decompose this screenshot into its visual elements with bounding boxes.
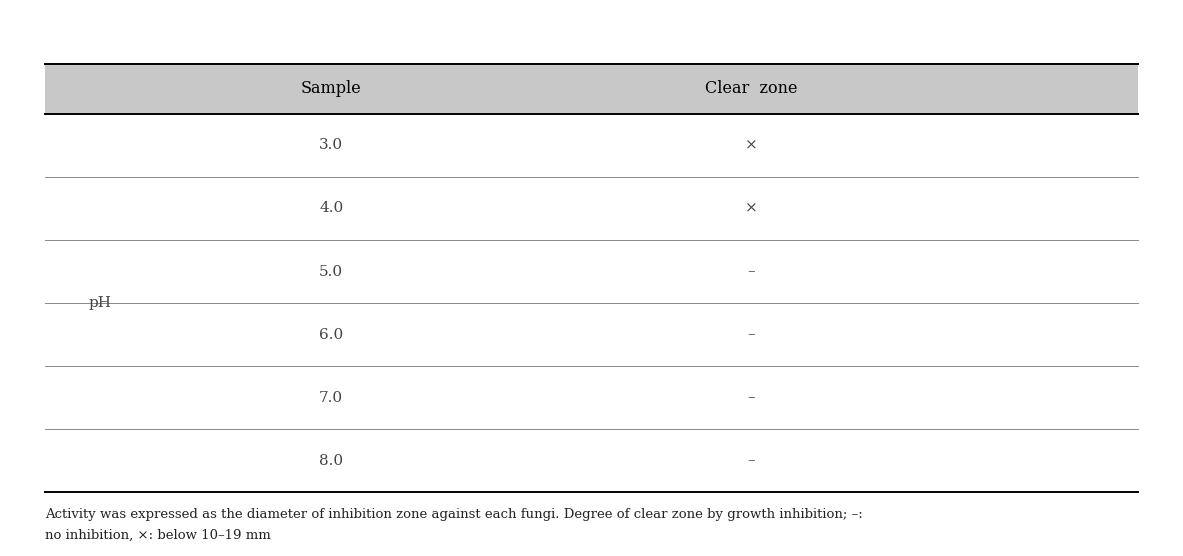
- Text: ×: ×: [745, 201, 757, 216]
- Text: 3.0: 3.0: [319, 138, 343, 152]
- Text: no inhibition, ×: below 10–19 mm: no inhibition, ×: below 10–19 mm: [45, 528, 271, 542]
- Text: Sample: Sample: [300, 81, 362, 97]
- Text: –: –: [748, 390, 755, 405]
- Text: Activity was expressed as the diameter of inhibition zone against each fungi. De: Activity was expressed as the diameter o…: [45, 508, 862, 521]
- Bar: [45, 64, 1138, 114]
- Text: –: –: [748, 265, 755, 279]
- Text: 8.0: 8.0: [319, 454, 343, 468]
- Text: 5.0: 5.0: [319, 265, 343, 279]
- Text: 4.0: 4.0: [319, 201, 343, 216]
- Text: pH: pH: [89, 296, 112, 310]
- Text: Clear  zone: Clear zone: [705, 81, 797, 97]
- Text: ×: ×: [745, 138, 757, 152]
- Text: –: –: [748, 327, 755, 341]
- Text: 6.0: 6.0: [319, 327, 343, 341]
- Text: 7.0: 7.0: [319, 390, 343, 405]
- Text: –: –: [748, 454, 755, 468]
